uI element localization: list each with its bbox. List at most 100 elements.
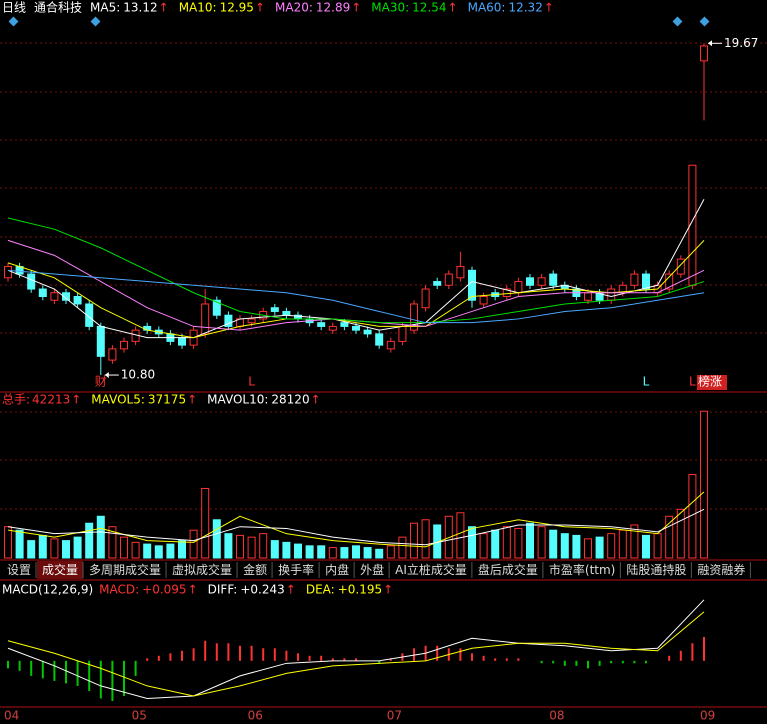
tab-background[interactable] xyxy=(273,561,320,579)
volume-bar xyxy=(317,545,326,559)
candle-body xyxy=(607,288,616,301)
candle-body xyxy=(201,303,210,335)
header-text: MA30: xyxy=(371,1,409,15)
tab-background[interactable] xyxy=(167,561,238,579)
header-text: 12.89 xyxy=(316,1,350,15)
event-marker[interactable]: 榜涨 xyxy=(698,374,722,389)
volume-bar xyxy=(456,512,465,559)
header-text: MACD: xyxy=(99,583,139,597)
volume-bar xyxy=(108,526,117,559)
header-text: 12.32 xyxy=(508,1,542,15)
tab[interactable]: 内盘 xyxy=(325,562,349,577)
volume-bar xyxy=(410,522,418,559)
tab-background[interactable] xyxy=(472,561,543,579)
volume-bar xyxy=(294,543,302,559)
event-diamond[interactable] xyxy=(8,16,19,27)
event-marker[interactable]: L xyxy=(689,375,696,389)
candle-body xyxy=(433,281,442,286)
indicator-line xyxy=(7,611,705,697)
tab[interactable]: 盘后成交量 xyxy=(478,562,538,577)
tab-background[interactable] xyxy=(692,561,751,579)
volume-bar xyxy=(352,545,360,559)
event-diamond[interactable] xyxy=(672,16,683,27)
header-text: ↑ xyxy=(71,393,81,407)
header-text: 总手: xyxy=(2,393,30,407)
header-text: MA20: xyxy=(275,1,313,15)
candle-body xyxy=(50,292,59,301)
volume-bar xyxy=(642,534,650,559)
volume-bar xyxy=(224,533,233,559)
header-text: +0.095 xyxy=(142,583,186,597)
candle-body xyxy=(85,303,94,327)
tab[interactable]: 市盈率(ttm) xyxy=(549,562,615,577)
tab[interactable]: 融资融券 xyxy=(697,562,745,577)
tab[interactable]: 外盘 xyxy=(360,562,384,577)
header-text: 42213 xyxy=(32,393,70,407)
volume-bar xyxy=(340,547,349,559)
tab[interactable]: 设置 xyxy=(7,563,31,577)
tab-background[interactable] xyxy=(238,561,273,579)
candle-body xyxy=(96,325,105,357)
tab-background[interactable] xyxy=(84,561,167,579)
candle-body xyxy=(363,329,372,335)
tab[interactable]: 金额 xyxy=(243,562,267,577)
candle-body xyxy=(340,322,349,327)
header-text: 37175 xyxy=(148,393,186,407)
tab-background[interactable] xyxy=(355,561,390,579)
volume-bar xyxy=(572,534,581,559)
candle-body xyxy=(549,273,558,286)
volume-bar xyxy=(259,533,268,559)
x-tick-label: 05 xyxy=(132,709,147,723)
tab-background[interactable] xyxy=(390,561,472,579)
tab[interactable]: AI立桩成交量 xyxy=(395,562,467,577)
volume-bar xyxy=(537,526,546,559)
tab[interactable]: 陆股通持股 xyxy=(626,562,686,577)
header-text: ↑ xyxy=(448,1,458,15)
header-text: 28120 xyxy=(271,393,309,407)
tab[interactable]: 换手率 xyxy=(278,562,314,577)
volume-bar xyxy=(514,527,523,559)
header-text: ↑ xyxy=(383,583,393,597)
volume-bar xyxy=(595,536,604,559)
header-text: DIFF: xyxy=(208,583,238,597)
event-marker[interactable]: L xyxy=(643,375,650,389)
volume-bar xyxy=(282,541,291,559)
event-diamond[interactable] xyxy=(699,16,710,27)
header-text: ↑ xyxy=(286,583,296,597)
volume-bar xyxy=(421,519,430,559)
volume-bar xyxy=(618,529,627,559)
volume-bar xyxy=(15,529,24,559)
tab-background[interactable] xyxy=(320,561,355,579)
tab-background[interactable] xyxy=(621,561,692,579)
x-tick-label: 08 xyxy=(549,709,564,723)
tab[interactable]: 成交量 xyxy=(42,562,78,577)
volume-bar xyxy=(305,545,314,559)
candle-body xyxy=(410,303,418,331)
indicator-line xyxy=(7,269,705,324)
tab-background[interactable] xyxy=(37,561,84,579)
annotation-arrow xyxy=(708,40,712,47)
tab[interactable]: 虚拟成交量 xyxy=(172,562,232,577)
tab[interactable]: 多周期成交量 xyxy=(89,562,161,577)
header-text: 日线 xyxy=(2,1,26,15)
tab-background[interactable] xyxy=(543,561,621,579)
tab-background[interactable] xyxy=(2,561,37,579)
header-text: ↑ xyxy=(255,1,265,15)
event-marker[interactable]: 财 xyxy=(95,375,107,389)
event-marker[interactable]: L xyxy=(248,375,255,389)
candle-body xyxy=(328,325,337,331)
candle-body xyxy=(502,288,511,297)
header-text: 13.12 xyxy=(123,1,157,15)
candle-body xyxy=(224,314,233,327)
indicator-line xyxy=(7,240,705,339)
candle-body xyxy=(38,288,47,297)
volume-bar xyxy=(607,533,616,559)
volume-bar xyxy=(328,547,337,559)
volume-bar xyxy=(120,536,128,559)
candle-body xyxy=(630,273,639,286)
candle-body xyxy=(62,292,70,301)
candle-body xyxy=(27,273,36,290)
candle-body xyxy=(282,310,291,316)
